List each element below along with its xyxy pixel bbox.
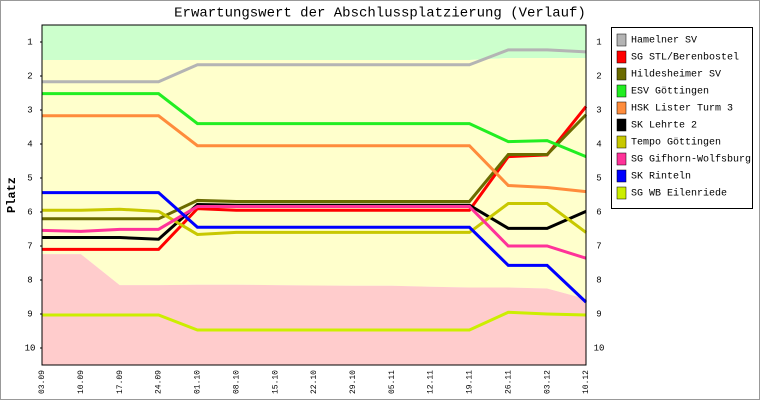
x-tick-label: 15.10 <box>271 370 280 394</box>
legend-label: SK Lehrte 2 <box>631 120 697 132</box>
y-tick-label-right: 9 <box>596 309 601 319</box>
series-line <box>41 205 587 260</box>
y-tick-label: 10 <box>25 343 36 353</box>
zone <box>42 25 586 61</box>
x-tick-label: 03.12 <box>543 370 552 394</box>
legend-swatch <box>616 118 627 132</box>
x-tick-label: 26.11 <box>504 370 513 394</box>
y-tick-label-right: 6 <box>596 207 601 217</box>
x-tick-label: 10.09 <box>77 370 86 394</box>
legend-label: ESV Göttingen <box>631 86 709 98</box>
series-line <box>42 105 588 251</box>
legend-swatch <box>616 186 627 200</box>
y-tick-label-right: 5 <box>596 173 601 183</box>
y-tick-label-right: 3 <box>596 105 601 115</box>
zone <box>42 254 586 365</box>
y-tick-label: 4 <box>27 139 32 149</box>
plot <box>41 25 588 365</box>
y-tick-label-right: 8 <box>596 275 601 285</box>
legend-swatch <box>616 50 627 64</box>
y-tick-label-right: 1 <box>596 37 601 47</box>
legend-label: SG STL/Berenbostel <box>631 52 739 64</box>
y-tick-label: 3 <box>27 105 32 115</box>
legend-swatch <box>616 33 627 47</box>
legend-label: HSK Lister Turm 3 <box>631 103 733 115</box>
y-tick-label-right: 10 <box>594 343 605 353</box>
x-tick-label: 17.09 <box>116 370 125 394</box>
y-tick-label-right: 7 <box>596 241 601 251</box>
y-tick-label: 5 <box>27 173 32 183</box>
zone <box>42 57 586 300</box>
y-tick-label: 9 <box>27 309 32 319</box>
y-axis-label: Platz <box>5 177 19 213</box>
legend-label: Tempo Göttingen <box>631 137 721 149</box>
x-tick-label: 29.10 <box>349 370 358 394</box>
y-tick-label-right: 2 <box>596 71 601 81</box>
series-line <box>42 48 587 84</box>
legend-label: SG WB Eilenriede <box>631 188 727 200</box>
legend <box>611 27 753 209</box>
legend-label: SG Gifhorn-Wolfsburg <box>631 154 751 166</box>
x-tick-label: 22.10 <box>310 370 319 394</box>
x-tick-label: 24.09 <box>155 370 164 394</box>
x-tick-label: 08.10 <box>232 370 241 394</box>
x-tick-label: 03.09 <box>38 370 47 394</box>
x-tick-label: 05.11 <box>388 370 397 394</box>
legend-swatch <box>616 135 627 149</box>
series-line <box>42 191 588 304</box>
x-tick-label: 19.11 <box>466 370 475 394</box>
y-tick-label: 7 <box>27 241 32 251</box>
x-tick-label: 10.12 <box>582 370 591 394</box>
x-tick-label: 12.11 <box>427 370 436 394</box>
legend-label: SK Rinteln <box>631 171 691 183</box>
legend-swatch <box>616 84 627 98</box>
legend-swatch <box>616 169 627 183</box>
legend-swatch <box>616 152 627 166</box>
chart-title: Erwartungswert der Abschlussplatzierung … <box>174 6 586 22</box>
series-line <box>42 92 587 158</box>
y-tick-label: 1 <box>27 37 32 47</box>
x-tick-label: 01.10 <box>194 370 203 394</box>
legend-swatch <box>616 101 627 115</box>
y-tick-label-right: 4 <box>596 139 601 149</box>
series-line <box>42 310 587 332</box>
legend-label: Hildesheimer SV <box>631 69 721 81</box>
plot-border <box>41 24 587 366</box>
series-line <box>42 114 587 194</box>
y-tick-label: 6 <box>27 207 32 217</box>
legend-swatch <box>616 67 627 81</box>
y-tick-label: 8 <box>27 275 32 285</box>
series-line <box>42 202 587 236</box>
legend-label: Hamelner SV <box>631 35 697 47</box>
y-tick-label: 2 <box>27 71 32 81</box>
